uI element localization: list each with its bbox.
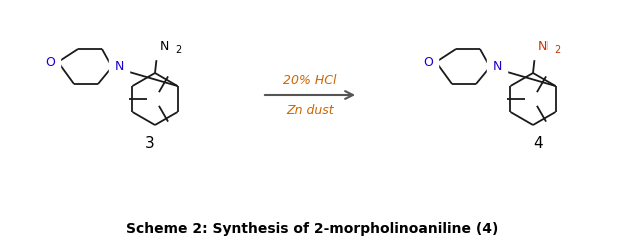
Text: N: N <box>492 61 502 74</box>
Text: NO: NO <box>160 41 179 54</box>
Text: O: O <box>45 56 55 68</box>
Text: 2: 2 <box>175 45 181 55</box>
Text: 2: 2 <box>554 45 560 55</box>
Text: Zn dust: Zn dust <box>286 103 334 117</box>
Text: N: N <box>114 61 124 74</box>
Text: O: O <box>423 56 433 68</box>
Text: Scheme 2: Synthesis of 2-morpholinoaniline (4): Scheme 2: Synthesis of 2-morpholinoanili… <box>126 222 498 236</box>
Text: 3: 3 <box>145 137 155 151</box>
Text: 20% HCl: 20% HCl <box>283 74 337 86</box>
Text: 4: 4 <box>533 137 542 151</box>
Text: NH: NH <box>538 41 557 54</box>
